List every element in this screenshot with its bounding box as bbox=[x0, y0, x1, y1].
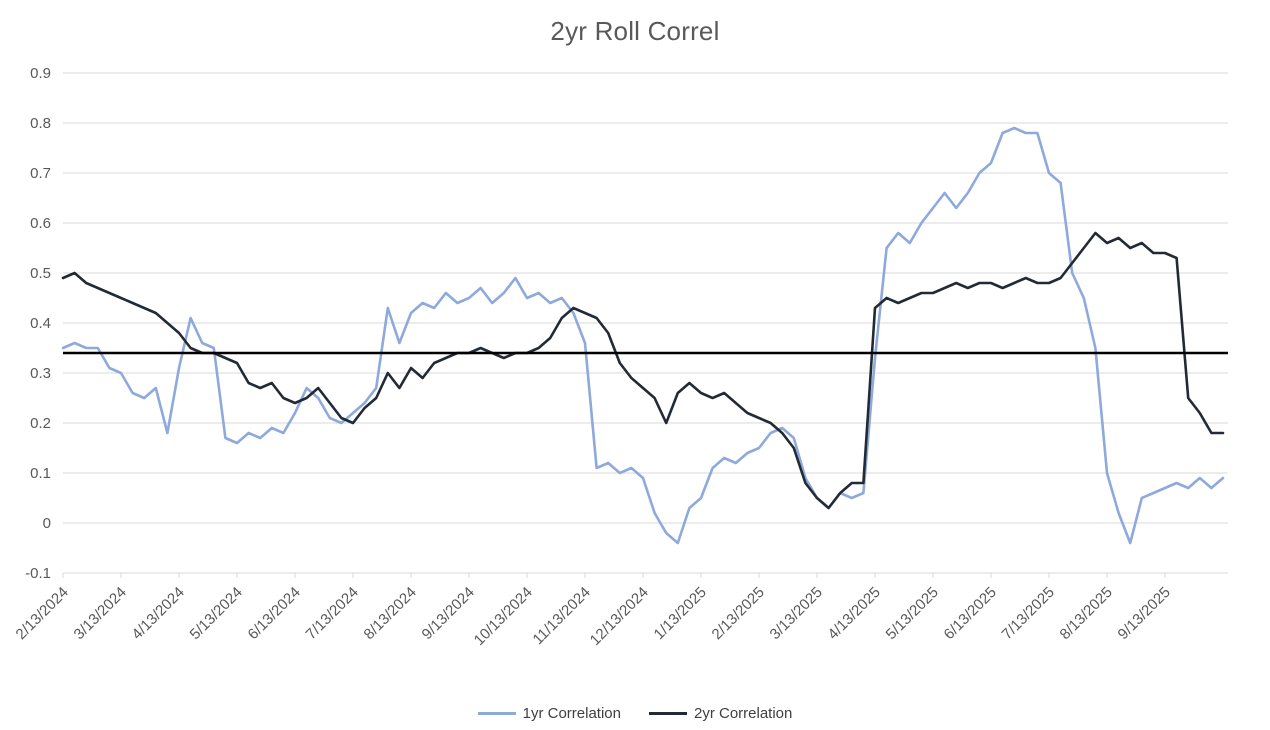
y-axis-tick-label: 0.5 bbox=[30, 265, 51, 282]
legend-label-1yr: 1yr Correlation bbox=[522, 705, 621, 722]
x-axis-tick-label: 9/13/2025 bbox=[1115, 584, 1174, 643]
y-axis-tick-label: 0.8 bbox=[30, 115, 51, 132]
series-line-1yr bbox=[61, 126, 1225, 545]
legend: 1yr Correlation 2yr Correlation bbox=[0, 705, 1270, 722]
series-line-2yr bbox=[61, 231, 1225, 510]
chart-title: 2yr Roll Correl bbox=[550, 16, 720, 46]
x-axis-tick-label: 4/13/2024 bbox=[129, 584, 188, 643]
x-axis-tick-label: 8/13/2024 bbox=[361, 584, 420, 643]
x-axis-tick-label: 6/13/2024 bbox=[245, 584, 304, 643]
y-axis-tick-label: 0.1 bbox=[30, 465, 51, 482]
y-axis-tick-label: 0.4 bbox=[30, 315, 51, 332]
x-axis-tick-label: 3/13/2024 bbox=[71, 584, 130, 643]
x-axis-tick-label: 4/13/2025 bbox=[825, 584, 884, 643]
y-axis-tick-label: 0.9 bbox=[30, 65, 51, 82]
x-axis-tick-label: 1/13/2025 bbox=[651, 584, 710, 643]
x-axis-tick-label: 7/13/2024 bbox=[303, 584, 362, 643]
y-axis-tick-label: 0.2 bbox=[30, 415, 51, 432]
x-axis-tick-label: 2/13/2025 bbox=[709, 584, 768, 643]
series-2yr-swatch-icon bbox=[649, 712, 687, 715]
x-axis-tick-label: 9/13/2024 bbox=[419, 584, 478, 643]
y-axis-tick-label: 0.6 bbox=[30, 215, 51, 232]
x-axis-tick-label: 12/13/2024 bbox=[587, 584, 652, 649]
y-axis-tick-label: 0.7 bbox=[30, 165, 51, 182]
x-axis-tick-label: 10/13/2024 bbox=[471, 584, 536, 649]
y-axis-tick-label: 0.3 bbox=[30, 365, 51, 382]
x-axis-tick-label: 5/13/2025 bbox=[883, 584, 942, 643]
legend-label-2yr: 2yr Correlation bbox=[694, 705, 793, 722]
x-axis-tick-label: 6/13/2025 bbox=[941, 584, 1000, 643]
x-axis-tick-label: 8/13/2025 bbox=[1057, 584, 1116, 643]
y-axis-tick-label: 0 bbox=[43, 515, 51, 532]
x-axis-tick-label: 3/13/2025 bbox=[767, 584, 826, 643]
y-axis-tick-label: -0.1 bbox=[25, 565, 51, 582]
x-axis-tick-label: 7/13/2025 bbox=[999, 584, 1058, 643]
legend-item-2yr: 2yr Correlation bbox=[649, 705, 792, 722]
x-axis-tick-label: 5/13/2024 bbox=[187, 584, 246, 643]
x-axis-tick-label: 2/13/2024 bbox=[13, 584, 72, 643]
x-axis-tick-label: 11/13/2024 bbox=[530, 584, 594, 648]
legend-item-1yr: 1yr Correlation bbox=[477, 705, 621, 722]
series-1yr-swatch-icon bbox=[477, 712, 516, 715]
